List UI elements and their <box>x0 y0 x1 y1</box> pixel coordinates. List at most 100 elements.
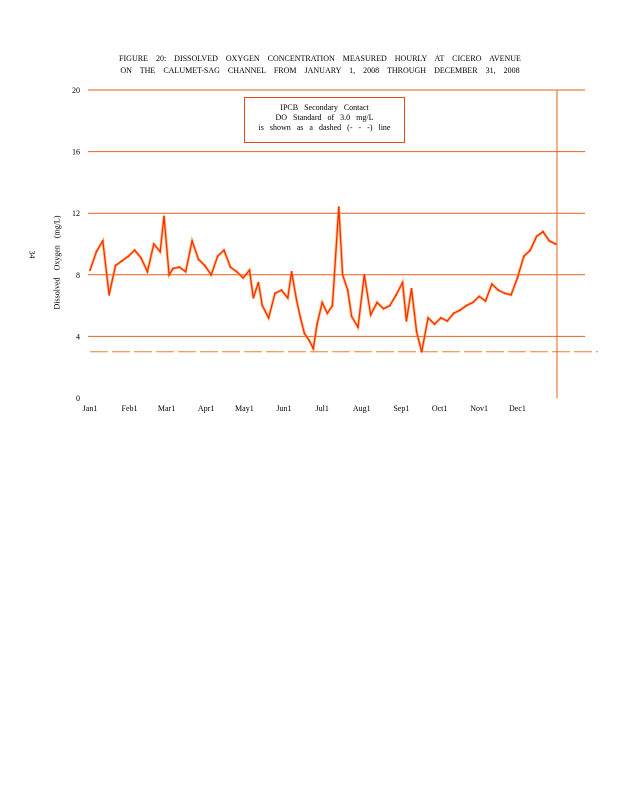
data-point <box>491 283 493 285</box>
x-tick-label: Oct1 <box>432 404 448 413</box>
data-point <box>274 292 276 295</box>
legend-line-2: DO Standard of 3.0 mg/L <box>275 113 374 122</box>
data-point <box>252 297 255 299</box>
data-point <box>369 313 372 316</box>
data-point <box>420 350 423 353</box>
data-point <box>127 255 130 258</box>
data-point <box>197 258 200 261</box>
x-tick-label: Apr1 <box>198 404 214 413</box>
data-point <box>326 312 329 315</box>
data-point <box>503 292 506 295</box>
data-point <box>95 250 98 253</box>
data-point <box>535 235 538 238</box>
data-point <box>401 281 404 284</box>
data-point <box>295 300 298 302</box>
data-point <box>101 240 104 242</box>
data-point <box>497 289 500 292</box>
data-point <box>410 287 413 290</box>
data-point <box>261 304 264 307</box>
data-point <box>350 315 353 318</box>
data-point <box>471 301 474 304</box>
data-point <box>405 320 408 322</box>
data-point <box>229 266 232 268</box>
data-point <box>191 240 193 242</box>
data-point <box>146 270 149 273</box>
data-point <box>248 269 251 272</box>
data-point <box>267 317 270 319</box>
x-tick-label: Jul1 <box>316 404 329 413</box>
y-tick-label: 4 <box>76 332 80 341</box>
data-point <box>478 295 481 298</box>
data-point <box>376 301 378 304</box>
data-point <box>286 297 289 299</box>
data-point <box>510 293 512 296</box>
data-point <box>388 304 391 307</box>
data-point <box>223 249 225 252</box>
data-point <box>203 264 206 267</box>
x-tick-label: Feb1 <box>122 404 138 413</box>
data-point <box>108 293 111 296</box>
data-point <box>178 266 181 268</box>
data-point <box>308 340 311 342</box>
data-point <box>331 304 334 307</box>
data-point <box>114 264 117 267</box>
data-point <box>363 273 366 276</box>
data-point <box>415 330 418 333</box>
x-tick-label: May1 <box>235 404 254 413</box>
data-point <box>159 250 162 253</box>
data-point <box>216 255 219 258</box>
data-point <box>152 243 155 245</box>
data-point <box>439 317 442 319</box>
y-tick-label: 20 <box>72 86 80 95</box>
y-tick-label: 12 <box>72 209 80 218</box>
data-point <box>522 255 525 258</box>
data-point <box>321 301 324 304</box>
x-tick-label: Sep1 <box>393 404 409 413</box>
data-point <box>163 215 165 218</box>
data-point <box>337 206 340 208</box>
data-point <box>257 281 260 284</box>
legend-box: IPCB Secondary Contact DO Standard of 3.… <box>244 97 405 143</box>
data-point <box>133 249 136 252</box>
data-point <box>529 249 532 252</box>
legend-line-3: is shown as a dashed (- - -) line <box>258 123 391 132</box>
data-point <box>303 332 306 335</box>
data-point <box>242 276 245 279</box>
data-point <box>452 312 455 315</box>
data-point <box>548 240 551 242</box>
y-tick-label: 0 <box>76 394 80 403</box>
data-point <box>446 320 449 322</box>
chart-title-line1: FIGURE 20: DISSOLVED OXYGEN CONCENTRATIO… <box>119 54 521 63</box>
data-point <box>427 317 430 319</box>
data-point <box>382 307 385 310</box>
data-point <box>290 270 293 273</box>
data-point <box>459 309 461 312</box>
data-point <box>89 269 91 272</box>
data-point <box>346 289 349 292</box>
series-line <box>89 206 556 352</box>
x-tick-label: Jun1 <box>276 404 291 413</box>
data-point <box>120 260 123 262</box>
data-point <box>395 293 398 296</box>
data-point <box>516 276 519 279</box>
x-tick-label: Nov1 <box>470 404 488 413</box>
data-point <box>465 304 468 307</box>
y-tick-label: 16 <box>72 148 80 157</box>
x-tick-label: Mar1 <box>158 404 175 413</box>
data-point <box>357 326 359 329</box>
data-point <box>554 243 557 245</box>
data-point <box>312 347 315 350</box>
data-point <box>542 230 544 233</box>
data-point <box>184 270 187 273</box>
data-point <box>484 300 487 302</box>
data-point <box>210 273 213 276</box>
legend-line-1: IPCB Secondary Contact <box>280 103 369 112</box>
data-point <box>433 323 436 325</box>
series-halo <box>88 206 557 354</box>
chart-title-line2: ON THE CALUMET-SAG CHANNEL FROM JANUARY … <box>120 66 520 75</box>
data-point <box>299 317 302 319</box>
data-point <box>280 289 283 292</box>
y-tick-label: 8 <box>76 271 80 280</box>
